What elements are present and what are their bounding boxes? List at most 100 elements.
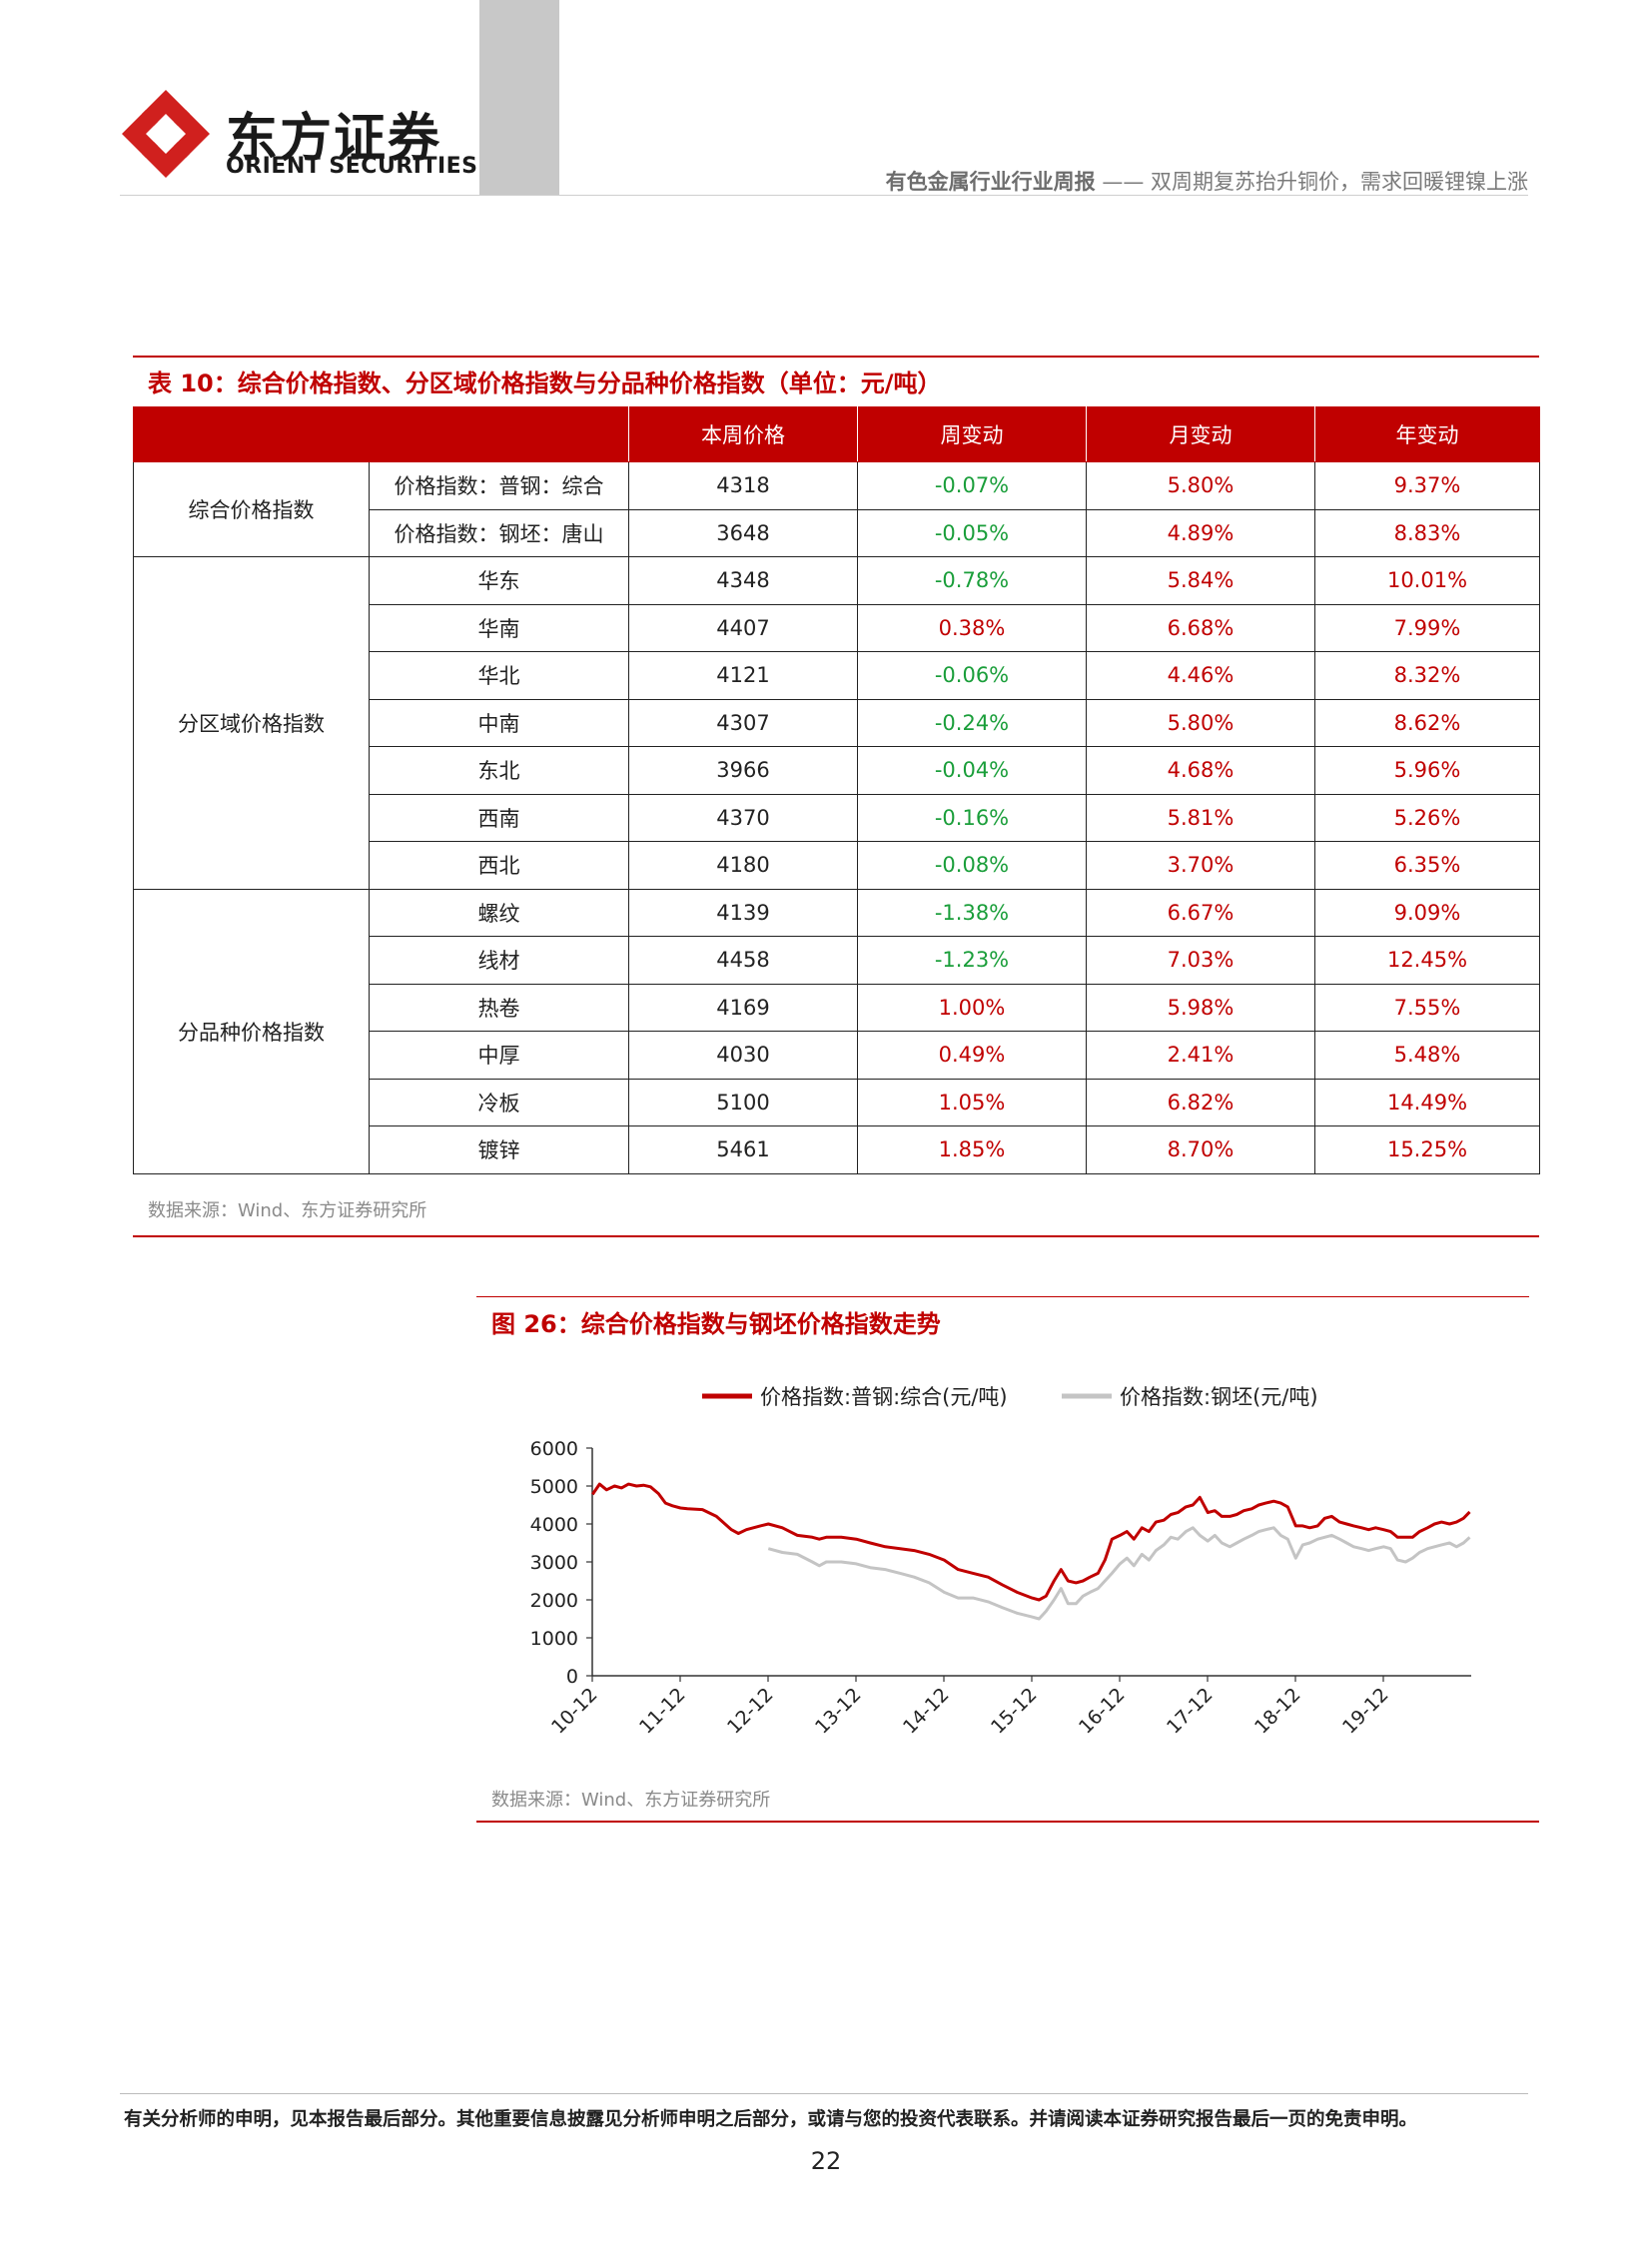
header-price: 本周价格 bbox=[628, 406, 858, 462]
x-tick-label: 10-12 bbox=[547, 1684, 602, 1739]
y-tick-label: 4000 bbox=[530, 1514, 578, 1536]
month-change-cell: 6.82% bbox=[1086, 1078, 1315, 1126]
header-grey-tab bbox=[479, 0, 559, 195]
category-cell: 分品种价格指数 bbox=[133, 888, 370, 1174]
y-tick-label: 1000 bbox=[530, 1628, 578, 1650]
year-change-cell: 9.37% bbox=[1314, 461, 1540, 510]
price-cell: 4318 bbox=[628, 461, 858, 510]
month-change-cell: 5.81% bbox=[1086, 793, 1315, 842]
footer-divider bbox=[120, 2093, 1528, 2094]
week-change-cell: -0.06% bbox=[857, 651, 1087, 700]
table-row: 综合价格指数 价格指数：普钢：综合 4318 -0.07% 5.80% 9.37… bbox=[133, 461, 1540, 557]
item-cell: 镀锌 bbox=[369, 1125, 629, 1174]
table-row: 分区域价格指数 华东 4348 -0.78% 5.84% 10.01% bbox=[133, 556, 1540, 890]
year-change-cell: 6.35% bbox=[1314, 841, 1540, 890]
header-blank bbox=[133, 406, 629, 462]
price-cell: 4121 bbox=[628, 651, 858, 700]
orient-logo-icon bbox=[122, 90, 210, 178]
x-tick-label: 18-12 bbox=[1250, 1684, 1305, 1739]
legend-label-billet: 价格指数:钢坯(元/吨) bbox=[1120, 1385, 1318, 1409]
x-tick-label: 15-12 bbox=[987, 1684, 1042, 1739]
year-change-cell: 9.09% bbox=[1314, 888, 1540, 937]
report-header-title: 有色金属行业行业周报 —— 双周期复苏抬升铜价，需求回暖锂镍上涨 bbox=[886, 166, 1528, 196]
chart-legend: 价格指数:普钢:综合(元/吨) 价格指数:钢坯(元/吨) bbox=[702, 1385, 1318, 1409]
x-tick-label: 14-12 bbox=[899, 1684, 954, 1739]
week-change-cell: -0.08% bbox=[857, 841, 1087, 890]
table-row: 冷板 5100 1.05% 6.82% 14.49% bbox=[134, 1078, 1540, 1126]
month-change-cell: 5.98% bbox=[1086, 983, 1315, 1032]
week-change-cell: 0.38% bbox=[857, 603, 1087, 652]
page-number: 22 bbox=[810, 2147, 842, 2175]
week-change-cell: -0.24% bbox=[857, 698, 1087, 747]
table-row: 镀锌 5461 1.85% 8.70% 15.25% bbox=[134, 1125, 1540, 1174]
year-change-cell: 8.83% bbox=[1314, 508, 1540, 557]
item-cell: 华南 bbox=[369, 603, 629, 652]
item-cell: 螺纹 bbox=[369, 888, 629, 937]
table-row: 华北 4121 -0.06% 4.46% 8.32% bbox=[134, 651, 1540, 700]
series-line-billet bbox=[767, 1526, 1471, 1621]
price-cell: 4180 bbox=[628, 841, 858, 890]
table-title: 表 10：综合价格指数、分区域价格指数与分品种价格指数（单位：元/吨） bbox=[148, 370, 942, 397]
report-category: 有色金属行业行业周报 bbox=[885, 170, 1096, 194]
table-row: 价格指数：钢坯：唐山 3648 -0.05% 4.89% 8.83% bbox=[134, 508, 1540, 557]
item-cell: 中南 bbox=[369, 698, 629, 747]
week-change-cell: -0.16% bbox=[857, 793, 1087, 842]
month-change-cell: 6.67% bbox=[1086, 888, 1315, 937]
month-change-cell: 4.46% bbox=[1086, 651, 1315, 700]
series-group bbox=[591, 1482, 1471, 1621]
year-change-cell: 5.96% bbox=[1314, 746, 1540, 795]
price-cell: 4139 bbox=[628, 888, 858, 937]
header-week-change: 周变动 bbox=[857, 406, 1087, 462]
year-change-cell: 8.32% bbox=[1314, 651, 1540, 700]
header-year-change: 年变动 bbox=[1314, 406, 1540, 462]
price-cell: 4458 bbox=[628, 936, 858, 985]
item-cell: 线材 bbox=[369, 936, 629, 985]
price-cell: 3966 bbox=[628, 746, 858, 795]
table-row: 中南 4307 -0.24% 5.80% 8.62% bbox=[134, 698, 1540, 747]
x-tick-label: 17-12 bbox=[1163, 1684, 1218, 1739]
table-bottom-rule bbox=[133, 1235, 1539, 1237]
price-cell: 5461 bbox=[628, 1125, 858, 1174]
month-change-cell: 8.70% bbox=[1086, 1125, 1315, 1174]
item-cell: 西北 bbox=[369, 841, 629, 890]
month-change-cell: 3.70% bbox=[1086, 841, 1315, 890]
category-cell: 分区域价格指数 bbox=[133, 556, 370, 890]
month-change-cell: 5.80% bbox=[1086, 461, 1315, 510]
disclaimer-text: 有关分析师的申明，见本报告最后部分。其他重要信息披露见分析师申明之后部分，或请与… bbox=[124, 2109, 1418, 2130]
price-index-line-chart: 价格指数:普钢:综合(元/吨) 价格指数:钢坯(元/吨) 0 1000 2000 30… bbox=[530, 1385, 1471, 1739]
week-change-cell: -1.38% bbox=[857, 888, 1087, 937]
series-line-composite bbox=[591, 1482, 1471, 1602]
week-change-cell: -0.05% bbox=[857, 508, 1087, 557]
table-row: 华南 4407 0.38% 6.68% 7.99% bbox=[134, 603, 1540, 652]
price-cell: 4407 bbox=[628, 603, 858, 652]
header-month-change: 月变动 bbox=[1086, 406, 1315, 462]
x-tick-label: 12-12 bbox=[723, 1684, 778, 1739]
price-cell: 4169 bbox=[628, 983, 858, 1032]
item-cell: 价格指数：钢坯：唐山 bbox=[369, 508, 629, 557]
year-change-cell: 5.26% bbox=[1314, 793, 1540, 842]
week-change-cell: -0.78% bbox=[857, 556, 1087, 605]
category-cell: 综合价格指数 bbox=[133, 461, 370, 557]
y-axis: 0 1000 2000 3000 4000 5000 6000 bbox=[530, 1438, 593, 1688]
year-change-cell: 8.62% bbox=[1314, 698, 1540, 747]
week-change-cell: 1.00% bbox=[857, 983, 1087, 1032]
year-change-cell: 12.45% bbox=[1314, 936, 1540, 985]
price-cell: 4370 bbox=[628, 793, 858, 842]
x-axis: 10-12 11-12 12-12 13-12 14-12 15-12 16-12 17-12… bbox=[547, 1675, 1471, 1739]
year-change-cell: 7.99% bbox=[1314, 603, 1540, 652]
price-cell: 4348 bbox=[628, 556, 858, 605]
figure-title: 图 26：综合价格指数与钢坯价格指数走势 bbox=[491, 1310, 941, 1338]
price-cell: 3648 bbox=[628, 508, 858, 557]
figure-top-rule bbox=[476, 1296, 1529, 1297]
x-tick-label: 19-12 bbox=[1338, 1684, 1393, 1739]
table-top-rule bbox=[133, 356, 1539, 358]
month-change-cell: 4.89% bbox=[1086, 508, 1315, 557]
table-source-note: 数据来源：Wind、东方证券研究所 bbox=[148, 1200, 427, 1221]
table-row: 西南 4370 -0.16% 5.81% 5.26% bbox=[134, 793, 1540, 842]
week-change-cell: 0.49% bbox=[857, 1031, 1087, 1080]
month-change-cell: 4.68% bbox=[1086, 746, 1315, 795]
item-cell: 冷板 bbox=[369, 1078, 629, 1126]
year-change-cell: 7.55% bbox=[1314, 983, 1540, 1032]
week-change-cell: -0.07% bbox=[857, 461, 1087, 510]
price-cell: 4307 bbox=[628, 698, 858, 747]
